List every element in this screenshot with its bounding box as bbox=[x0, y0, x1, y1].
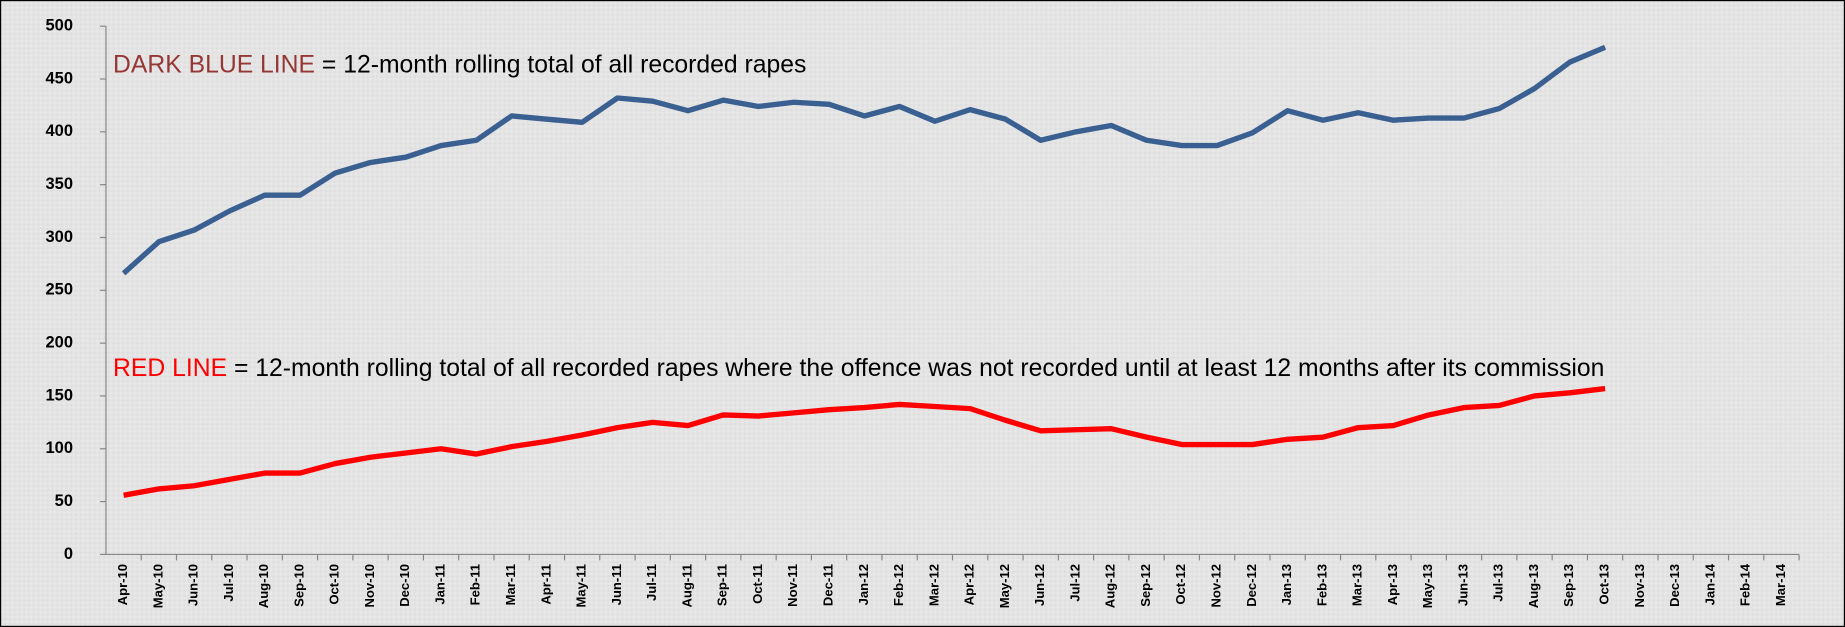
x-tick-label: Apr-11 bbox=[538, 564, 553, 605]
x-tick-label: Jul-12 bbox=[1067, 564, 1082, 602]
x-tick-label: Oct-10 bbox=[327, 564, 342, 605]
x-tick-label: Jan-11 bbox=[433, 564, 448, 605]
x-tick-label: Mar-12 bbox=[926, 564, 941, 606]
annotation: RED LINE = 12-month rolling total of all… bbox=[113, 351, 1761, 386]
y-tick-label: 400 bbox=[46, 121, 73, 140]
x-tick-label: Jul-10 bbox=[221, 564, 236, 602]
x-tick-label: Dec-12 bbox=[1244, 564, 1259, 607]
x-tick-label: Jan-12 bbox=[856, 564, 871, 605]
y-tick-label: 100 bbox=[46, 438, 73, 457]
x-tick-label: Mar-11 bbox=[503, 564, 518, 605]
x-tick-label: Sep-10 bbox=[291, 564, 306, 607]
x-tick-label: May-12 bbox=[997, 564, 1012, 608]
y-tick-label: 500 bbox=[46, 15, 73, 34]
x-tick-label: Mar-14 bbox=[1773, 563, 1788, 606]
annotation: DARK BLUE LINE = 12-month rolling total … bbox=[113, 48, 1644, 83]
x-tick-label: Apr-12 bbox=[962, 564, 977, 605]
x-tick-label: Oct-11 bbox=[750, 564, 765, 604]
x-tick-label: May-11 bbox=[574, 564, 589, 608]
x-tick-label: Aug-10 bbox=[256, 564, 271, 608]
x-tick-label: Nov-13 bbox=[1632, 564, 1647, 608]
y-tick-label: 150 bbox=[46, 385, 73, 404]
x-tick-label: Jan-14 bbox=[1702, 563, 1717, 605]
x-tick-label: Feb-12 bbox=[891, 564, 906, 606]
series-line bbox=[123, 385, 1606, 498]
y-tick-label: 250 bbox=[46, 280, 73, 299]
x-tick-label: Feb-11 bbox=[468, 564, 483, 605]
y-tick-label: 350 bbox=[46, 174, 73, 193]
annotation-label: DARK BLUE LINE bbox=[113, 51, 316, 79]
x-tick-label: Sep-12 bbox=[1138, 564, 1153, 607]
x-tick-label: Sep-13 bbox=[1561, 564, 1576, 607]
x-tick-label: Feb-14 bbox=[1738, 563, 1753, 606]
x-tick-label: May-13 bbox=[1420, 564, 1435, 608]
annotation-body: = 12-month rolling total of all recorded… bbox=[233, 354, 1605, 382]
x-tick-label: Oct-12 bbox=[1173, 564, 1188, 605]
x-tick-label: Aug-12 bbox=[1103, 564, 1118, 608]
x-tick-label: Jul-13 bbox=[1491, 564, 1506, 602]
x-tick-label: Nov-11 bbox=[785, 564, 800, 607]
x-tick-label: May-10 bbox=[150, 564, 165, 608]
annotation-body: = 12-month rolling total of all recorded… bbox=[321, 51, 807, 79]
x-tick-label: Nov-12 bbox=[1209, 564, 1224, 608]
x-tick-label: Jul-11 bbox=[644, 564, 659, 601]
y-tick-label: 300 bbox=[46, 227, 73, 246]
x-tick-label: Jan-13 bbox=[1279, 564, 1294, 605]
x-tick-label: Dec-10 bbox=[397, 564, 412, 607]
x-tick-label: Mar-13 bbox=[1350, 564, 1365, 606]
annotation-text: DARK BLUE LINE = 12-month rolling total … bbox=[113, 48, 1644, 83]
x-tick-label: Sep-11 bbox=[715, 564, 730, 606]
y-tick-label: 200 bbox=[46, 332, 73, 351]
x-tick-label: Aug-11 bbox=[679, 564, 694, 608]
x-tick-label: Nov-10 bbox=[362, 564, 377, 608]
x-tick-label: Aug-13 bbox=[1526, 564, 1541, 608]
x-tick-label: Apr-10 bbox=[115, 564, 130, 605]
y-tick-label: 0 bbox=[64, 544, 73, 563]
x-tick-label: Feb-13 bbox=[1314, 564, 1329, 606]
x-tick-label: Apr-13 bbox=[1385, 564, 1400, 605]
x-tick-label: Jun-10 bbox=[186, 564, 201, 606]
x-tick-label: Dec-13 bbox=[1667, 564, 1682, 607]
y-tick-label: 450 bbox=[46, 68, 73, 87]
annotation-label: RED LINE bbox=[113, 354, 228, 382]
series-line bbox=[121, 44, 1607, 276]
y-tick-label: 50 bbox=[55, 491, 73, 510]
x-tick-label: Jun-11 bbox=[609, 564, 624, 605]
x-tick-label: Oct-13 bbox=[1597, 564, 1612, 605]
x-tick-label: Jun-13 bbox=[1455, 564, 1470, 606]
annotation-text: RED LINE = 12-month rolling total of all… bbox=[113, 351, 1761, 386]
x-tick-label: Dec-11 bbox=[821, 564, 836, 606]
x-tick-label: Jun-12 bbox=[1032, 564, 1047, 606]
